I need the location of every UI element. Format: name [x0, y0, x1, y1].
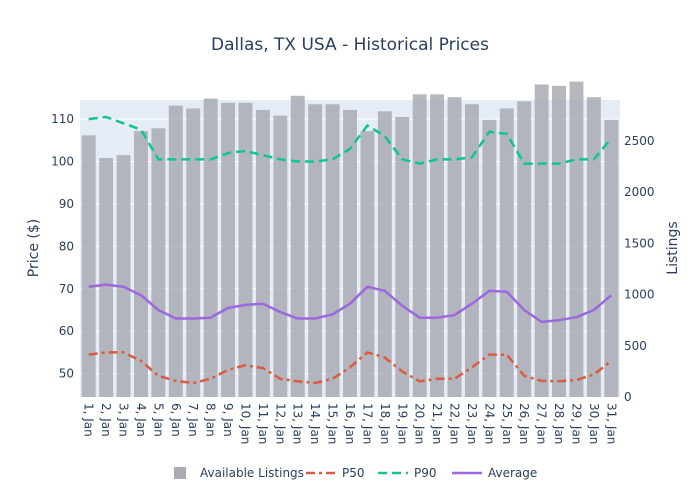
legend-label: Available Listings [200, 466, 304, 480]
legend[interactable]: Available Listings P50 P90 Average [174, 466, 537, 480]
x-tick-label: 11, Jan [256, 403, 270, 444]
y-left-tick-label: 90 [59, 197, 74, 211]
x-tick-label: 30, Jan [587, 403, 601, 444]
legend-item-p90[interactable]: P90 [378, 466, 437, 480]
x-tick-label: 20, Jan [413, 403, 427, 444]
x-tick-label: 29, Jan [570, 403, 584, 444]
x-tick-label: 1, Jan [82, 403, 96, 437]
y-left-tick-label: 70 [59, 282, 74, 296]
x-tick-label: 23, Jan [465, 403, 479, 444]
x-tick-label: 22, Jan [448, 403, 462, 444]
listing-bar[interactable] [290, 95, 305, 397]
listing-bar[interactable] [325, 104, 340, 397]
legend-item-available-listings[interactable]: Available Listings [174, 466, 304, 480]
listing-bar[interactable] [273, 115, 288, 398]
y-left-tick-label: 110 [51, 112, 74, 126]
bars-group [81, 81, 619, 398]
x-tick-label: 13, Jan [291, 403, 305, 444]
y-left-axis: 50 60 70 80 90 100 110 [51, 112, 74, 381]
listing-bar[interactable] [151, 128, 166, 398]
y-left-tick-label: 50 [59, 367, 74, 381]
listing-bar[interactable] [81, 135, 96, 397]
listing-bar[interactable] [377, 111, 392, 398]
y-right-tick-label: 500 [624, 339, 647, 353]
x-tick-label: 8, Jan [204, 403, 218, 437]
lines-group [88, 115, 613, 385]
x-tick-label: 21, Jan [430, 403, 444, 444]
listing-bar[interactable] [203, 98, 218, 397]
listing-bar[interactable] [308, 104, 323, 397]
y-right-tick-label: 2500 [624, 134, 655, 148]
x-tick-label: 26, Jan [517, 403, 531, 444]
listing-bar[interactable] [517, 101, 532, 398]
listing-bar[interactable] [116, 155, 131, 397]
x-tick-label: 18, Jan [378, 403, 392, 444]
legend-swatch [174, 467, 186, 479]
listing-bar[interactable] [360, 131, 375, 397]
y-left-tick-label: 80 [59, 239, 74, 253]
listing-bar[interactable] [586, 97, 601, 398]
listing-bar[interactable] [604, 119, 619, 398]
legend-label: P50 [342, 466, 365, 480]
listing-bar[interactable] [221, 102, 236, 397]
x-tick-label: 5, Jan [151, 403, 165, 437]
y-right-tick-label: 1500 [624, 236, 655, 250]
x-tick-label: 3, Jan [117, 403, 131, 437]
x-tick-label: 2, Jan [99, 403, 113, 437]
legend-label: P90 [414, 466, 437, 480]
y-left-tick-label: 100 [51, 155, 74, 169]
listing-bar[interactable] [395, 116, 410, 397]
x-tick-label: 17, Jan [360, 403, 374, 444]
listing-bar[interactable] [343, 109, 357, 398]
listing-bar[interactable] [412, 94, 427, 397]
chart-title: Dallas, TX USA - Historical Prices [211, 35, 489, 55]
x-axis: 1, Jan 2, Jan 3, Jan 4, Jan 5, Jan 6, Jan 7, J… [82, 403, 619, 444]
legend-item-average[interactable]: Average [452, 466, 537, 480]
y-right-tick-label: 1000 [624, 288, 655, 302]
listing-bar[interactable] [186, 108, 201, 397]
x-tick-label: 24, Jan [482, 403, 496, 444]
y-left-axis-title: Price ($) [26, 219, 42, 277]
x-tick-label: 19, Jan [395, 403, 409, 444]
listing-bar[interactable] [534, 84, 549, 397]
x-tick-label: 9, Jan [221, 403, 235, 437]
x-tick-label: 25, Jan [500, 403, 514, 444]
listing-bar[interactable] [482, 119, 497, 398]
y-left-tick-label: 60 [59, 324, 74, 338]
x-tick-label: 27, Jan [535, 403, 549, 444]
listing-bar[interactable] [99, 157, 114, 397]
y-right-tick-label: 2000 [624, 185, 655, 199]
x-tick-label: 16, Jan [343, 403, 357, 444]
legend-label: Average [488, 466, 537, 480]
listing-bar[interactable] [464, 104, 479, 397]
listing-bar[interactable] [134, 131, 148, 397]
x-tick-label: 15, Jan [326, 403, 340, 444]
x-tick-label: 31, Jan [604, 403, 618, 444]
series-line-p90[interactable] [88, 115, 613, 165]
x-tick-label: 10, Jan [239, 403, 253, 444]
listing-bar[interactable] [238, 102, 253, 397]
x-tick-label: 7, Jan [186, 403, 200, 437]
x-tick-label: 12, Jan [273, 403, 287, 444]
listing-bar[interactable] [168, 105, 183, 398]
x-tick-label: 4, Jan [134, 403, 148, 437]
y-right-axis-title: Listings [665, 221, 681, 274]
x-tick-label: 6, Jan [169, 403, 183, 437]
series-line-average[interactable] [88, 283, 613, 324]
series-line-p50[interactable] [88, 351, 613, 385]
x-tick-label: 28, Jan [552, 403, 566, 444]
y-right-tick-label: 0 [624, 390, 632, 404]
listing-bar[interactable] [552, 85, 566, 397]
legend-item-p50[interactable]: P50 [306, 466, 365, 480]
listing-bar[interactable] [499, 108, 514, 397]
listing-bar[interactable] [430, 94, 445, 397]
listing-bar[interactable] [447, 97, 462, 398]
listing-bar[interactable] [569, 81, 584, 397]
y-right-axis: 0 500 1000 1500 2000 2500 [624, 134, 655, 404]
x-tick-label: 14, Jan [308, 403, 322, 444]
listing-bar[interactable] [255, 109, 270, 398]
